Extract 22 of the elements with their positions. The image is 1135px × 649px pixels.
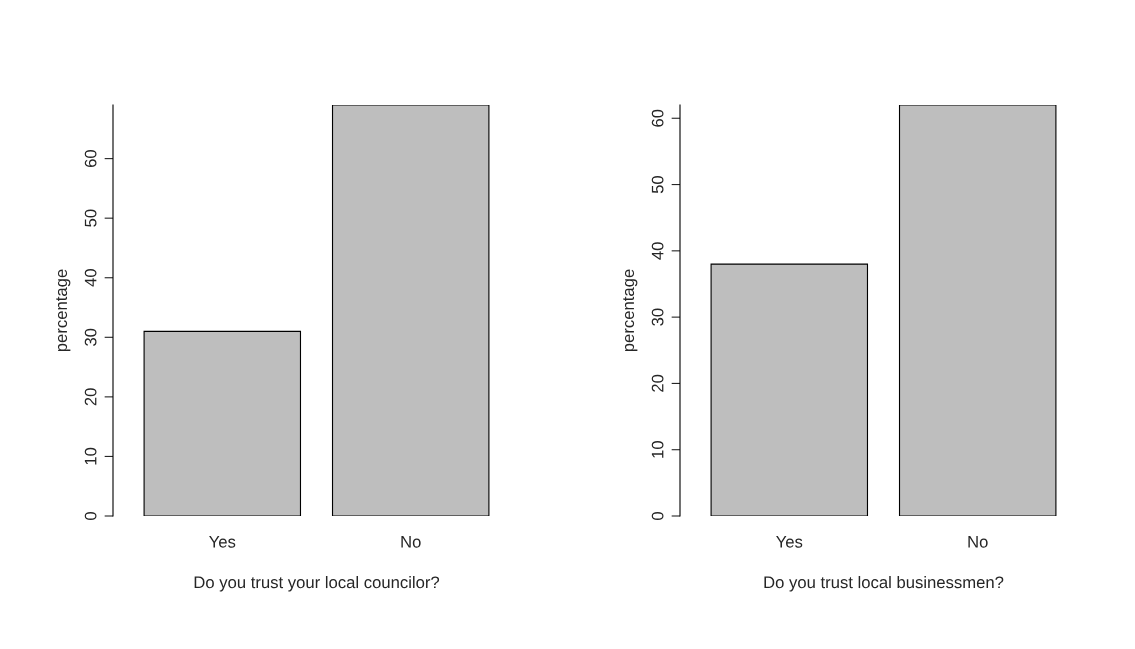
- y-axis-title: percentage: [56, 269, 71, 352]
- y-tick-label: 30: [651, 308, 664, 326]
- y-tick-label: 40: [84, 269, 97, 287]
- x-tick-label: Yes: [209, 536, 236, 548]
- y-tick-label: 0: [651, 512, 664, 520]
- y-tick-label: 60: [651, 109, 664, 127]
- y-tick-label: 20: [651, 374, 664, 392]
- x-axis-title: Do you trust your local councilor?: [194, 575, 440, 592]
- x-axis-title: Do you trust local businessmen?: [764, 575, 1004, 592]
- y-tick-label: 10: [84, 447, 97, 465]
- x-tick-label: No: [968, 536, 988, 548]
- y-tick-label: 20: [84, 388, 97, 406]
- x-tick-label: No: [401, 536, 421, 548]
- y-tick-label: 0: [84, 512, 97, 520]
- y-tick-label: 40: [651, 242, 664, 260]
- y-tick-label: 60: [84, 149, 97, 168]
- y-tick-label: 50: [84, 209, 97, 227]
- y-tick-label: 50: [651, 175, 664, 194]
- y-tick-label: 10: [651, 441, 664, 458]
- x-tick-label: Yes: [776, 536, 803, 548]
- y-axis-title: percentage: [623, 269, 638, 352]
- y-tick-label: 30: [84, 328, 97, 346]
